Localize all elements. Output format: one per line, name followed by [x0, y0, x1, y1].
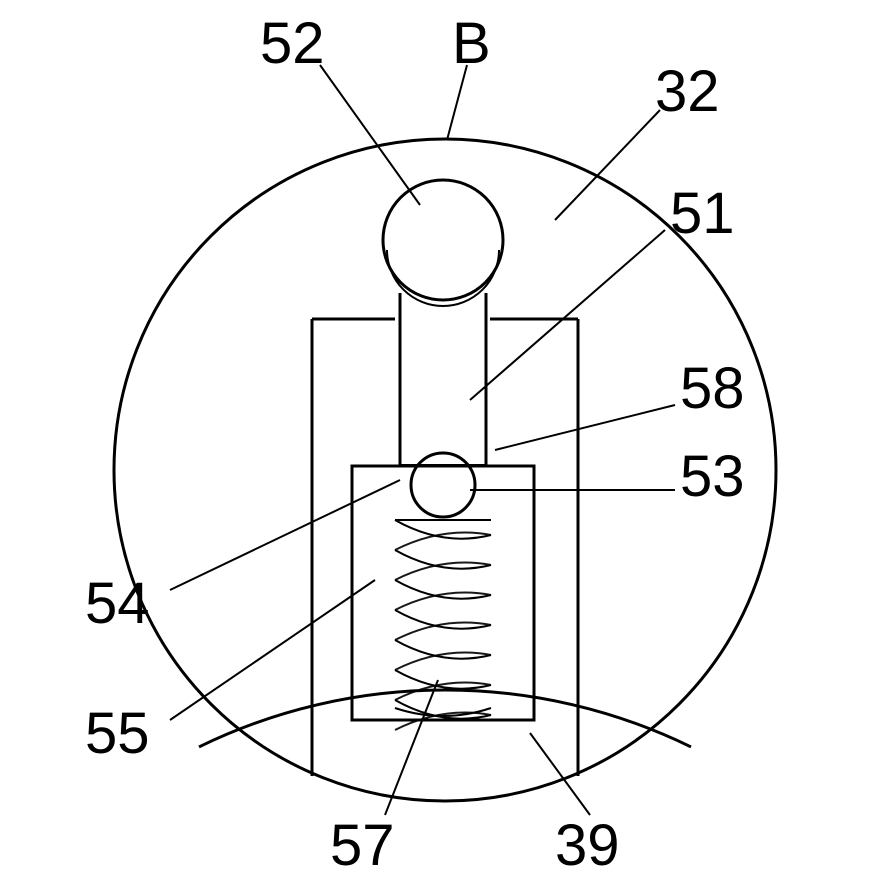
label-55: 55 — [85, 700, 150, 767]
label-51: 51 — [670, 180, 735, 247]
label-53: 53 — [680, 443, 745, 510]
label-39: 39 — [555, 812, 620, 879]
label-32: 32 — [655, 58, 720, 125]
label-54: 54 — [85, 570, 150, 637]
label-57: 57 — [330, 812, 395, 879]
label-58: 58 — [680, 355, 745, 422]
label-B: B — [452, 10, 491, 77]
label-52: 52 — [260, 10, 325, 77]
